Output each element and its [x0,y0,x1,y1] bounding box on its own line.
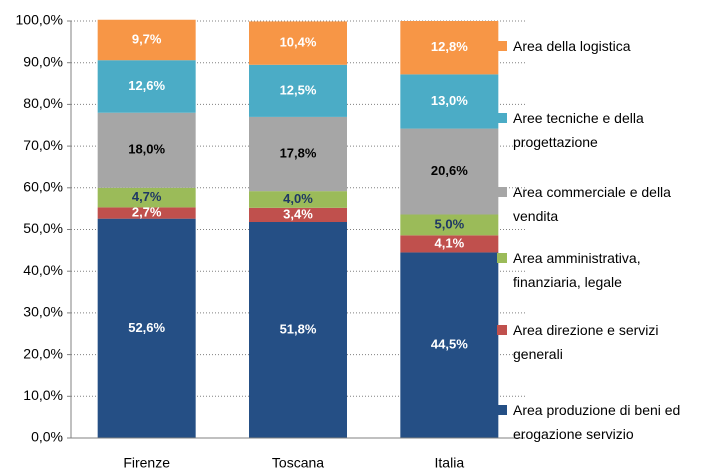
value-label: 10,4% [280,35,317,50]
bar-segment [249,64,347,117]
legend-item: Area commerciale e della vendita [497,180,702,228]
y-tick-label: 20,0% [23,345,63,361]
bar-segment [97,187,196,208]
y-tick-label: 50,0% [23,220,63,236]
bar-segment [249,221,347,438]
legend-item: Area produzione di beni ed erogazione se… [497,398,702,446]
legend-item: Aree tecniche e della progettazione [497,106,702,154]
value-label: 4,1% [435,235,465,250]
value-label: 2,7% [132,204,162,219]
bar-segment [97,207,196,219]
y-tick-label: 10,0% [23,387,63,403]
bar-segment [400,128,499,215]
bar-segment [249,207,347,222]
x-tick-label: Firenze [123,455,170,471]
legend-swatch [497,253,507,263]
legend-label: Aree tecniche e della progettazione [513,110,644,150]
value-label: 12,8% [431,39,468,54]
legend-swatch [497,41,507,51]
bar-segment [249,116,347,192]
bar-segment [97,60,196,113]
x-tick-label: Toscana [272,455,324,471]
legend-swatch [497,113,507,123]
bar-segment [249,191,347,208]
bar-segment [400,235,499,253]
value-label: 44,5% [431,337,468,352]
y-tick-label: 70,0% [23,137,63,153]
legend-swatch [497,187,507,197]
bar-segment [249,21,347,65]
legend-swatch [497,405,507,415]
value-label: 9,7% [132,31,162,46]
value-label: 18,0% [128,142,165,157]
legend-item: Area direzione e servizi generali [497,318,702,366]
legend-label: Area commerciale e della vendita [513,184,671,224]
bar-segment [400,214,499,236]
value-label: 4,0% [283,191,313,206]
bar-segment [400,21,499,75]
y-tick-label: 40,0% [23,262,63,278]
bar-segment [400,74,499,129]
bar-segment [97,218,196,438]
bar-segment [97,112,196,188]
value-label: 3,4% [283,206,313,221]
value-label: 5,0% [435,216,465,231]
value-label: 20,6% [431,163,468,178]
y-tick-label: 90,0% [23,53,63,69]
y-tick-label: 60,0% [23,179,63,195]
legend-label: Area direzione e servizi generali [513,322,659,362]
legend-item: Area della logistica [497,34,702,58]
value-label: 4,7% [132,189,162,204]
x-tick-label: Italia [435,455,465,471]
y-tick-label: 100,0% [16,12,63,28]
legend-swatch [497,325,507,335]
y-tick-label: 30,0% [23,304,63,320]
value-label: 52,6% [128,320,165,335]
bar-segment [97,19,196,61]
value-label: 17,8% [280,145,317,160]
legend-item: Area amministrativa, finanziaria, legale [497,246,702,294]
value-label: 12,5% [280,82,317,97]
bar-segment [400,252,499,438]
value-label: 12,6% [128,78,165,93]
y-tick-label: 80,0% [23,95,63,111]
y-tick-label: 0,0% [31,429,63,445]
legend-label: Area produzione di beni ed erogazione se… [513,402,681,442]
legend-label: Area amministrativa, finanziaria, legale [513,250,641,290]
value-label: 13,0% [431,93,468,108]
legend-label: Area della logistica [513,38,631,54]
value-label: 51,8% [280,321,317,336]
